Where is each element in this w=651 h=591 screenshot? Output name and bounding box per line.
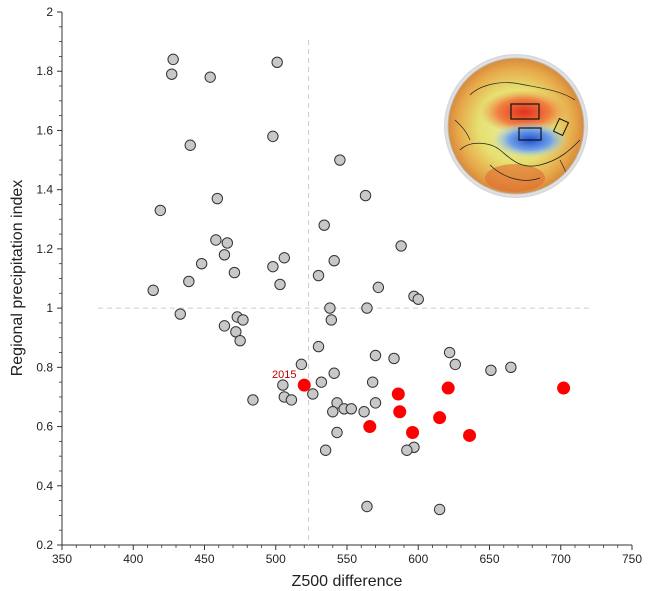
x-tick-label: 450 <box>194 552 214 566</box>
highlight-point <box>433 411 447 425</box>
y-tick-label: 0.6 <box>36 420 53 434</box>
data-point <box>319 444 332 456</box>
highlight-point <box>441 381 455 395</box>
data-point <box>183 275 195 288</box>
data-point <box>324 302 336 314</box>
data-point <box>147 284 159 297</box>
data-point <box>331 426 343 439</box>
data-point <box>369 397 382 409</box>
x-axis-title: Z500 difference <box>292 573 403 590</box>
x-tick-label: 500 <box>266 552 286 566</box>
y-tick-label: 1.4 <box>36 183 53 197</box>
x-ticks: 350 400 450 500 550 600 650 700 750 <box>52 545 642 566</box>
grey-series <box>147 53 517 516</box>
data-point <box>237 314 249 326</box>
data-point <box>210 234 222 246</box>
y-axis-title: Regional precipitation index <box>9 180 26 377</box>
data-point <box>221 237 234 249</box>
data-point <box>505 361 517 374</box>
data-point <box>395 240 407 252</box>
data-point <box>312 269 325 282</box>
data-point <box>328 367 340 379</box>
data-point <box>369 349 382 362</box>
data-point <box>184 139 196 151</box>
x-tick-label: 600 <box>408 552 428 566</box>
northern-hemisphere-z500-map-icon <box>444 54 588 198</box>
data-point <box>167 53 179 66</box>
data-point <box>325 314 338 326</box>
data-point <box>358 406 370 418</box>
data-point <box>388 352 400 365</box>
y-tick-label: 1.8 <box>36 64 53 78</box>
data-point <box>433 503 446 516</box>
x-tick-label: 750 <box>622 552 642 566</box>
highlight-point <box>391 387 405 401</box>
y-tick-label: 2 <box>46 5 53 19</box>
x-tick-label: 400 <box>123 552 143 566</box>
data-point <box>359 189 372 202</box>
data-point <box>312 340 325 353</box>
data-point <box>166 68 178 80</box>
y-tick-label: 0.4 <box>36 479 53 493</box>
data-point <box>327 406 339 418</box>
highlight-point <box>557 381 571 395</box>
data-point <box>443 346 456 359</box>
data-point <box>366 376 379 388</box>
data-point <box>345 403 357 415</box>
highlight-point <box>393 405 407 419</box>
data-point <box>412 293 424 305</box>
data-point <box>218 320 231 332</box>
y-tick-label: 0.2 <box>36 538 53 552</box>
data-point <box>361 302 373 314</box>
data-point <box>204 71 216 83</box>
data-point <box>234 334 246 347</box>
data-point <box>267 260 279 273</box>
x-tick-label: 550 <box>337 552 357 566</box>
data-point <box>485 364 497 376</box>
data-point <box>285 394 298 406</box>
y-tick-label: 1.2 <box>36 242 53 256</box>
data-point <box>328 255 340 267</box>
data-point <box>278 252 290 264</box>
x-tick-label: 350 <box>52 552 72 566</box>
data-point <box>401 444 413 456</box>
data-point <box>247 394 259 406</box>
data-point <box>334 154 346 166</box>
data-point <box>274 278 286 291</box>
data-point <box>307 388 319 400</box>
annotation-2015: 2015 <box>272 369 296 381</box>
x-tick-label: 650 <box>479 552 499 566</box>
data-point <box>277 379 289 391</box>
highlight-point <box>406 425 420 439</box>
highlight-point <box>463 428 477 442</box>
data-point <box>372 281 385 294</box>
data-point <box>211 192 224 205</box>
highlight-point <box>363 420 377 434</box>
data-point <box>218 249 231 261</box>
data-point <box>449 358 461 371</box>
data-point <box>271 56 283 69</box>
red-series <box>297 378 571 442</box>
data-point <box>361 500 373 513</box>
data-point <box>154 204 167 217</box>
data-point <box>267 130 279 143</box>
y-ticks: 0.2 0.4 0.6 0.8 1 1.2 1.4 1.6 1.8 2 <box>36 5 62 552</box>
x-tick-label: 700 <box>551 552 571 566</box>
y-tick-label: 0.8 <box>36 360 53 374</box>
data-point <box>295 358 308 371</box>
y-tick-label: 1.6 <box>36 123 53 137</box>
data-point <box>318 219 330 231</box>
data-point <box>195 257 208 270</box>
data-point <box>174 308 186 320</box>
data-point <box>228 266 241 279</box>
highlight-point <box>297 378 311 392</box>
y-tick-label: 1 <box>46 301 53 315</box>
data-point <box>315 376 328 388</box>
